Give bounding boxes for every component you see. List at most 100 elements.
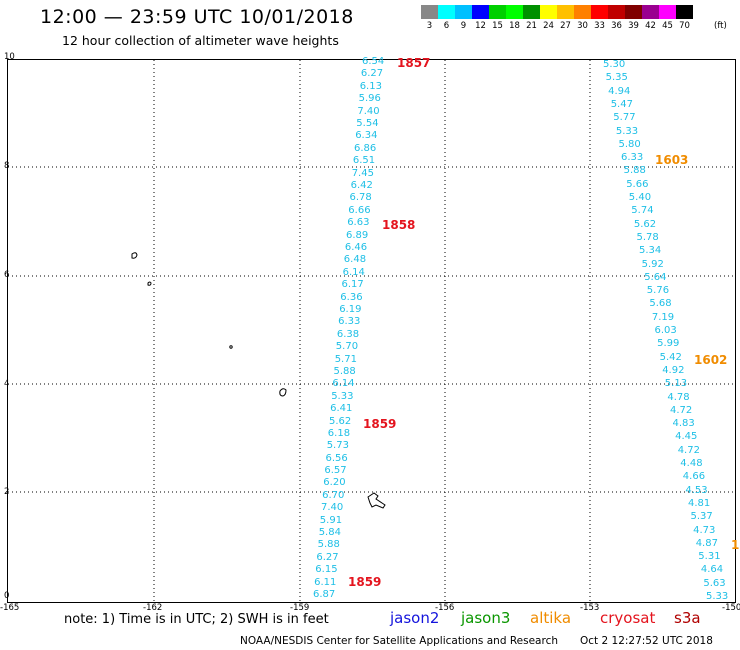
satellite-legend-cryosat: cryosat <box>600 609 656 627</box>
wave-height-value: 5.63 <box>703 577 726 589</box>
scale-swatch <box>574 5 591 19</box>
wave-height-value: 5.62 <box>633 218 657 230</box>
page-subtitle: 12 hour collection of altimeter wave hei… <box>62 33 339 48</box>
scale-swatch <box>591 5 608 19</box>
scale-swatch <box>421 5 438 19</box>
wave-height-value: 5.84 <box>318 527 341 538</box>
y-tick-4: 4 <box>4 379 10 389</box>
wave-height-value: 6.57 <box>324 465 347 476</box>
wave-height-value: 5.37 <box>690 511 713 523</box>
wave-height-value: 5.88 <box>317 539 340 551</box>
color-scale <box>421 5 693 19</box>
wave-height-value: 7.40 <box>357 105 380 117</box>
wave-height-value: 5.66 <box>626 178 649 190</box>
satellite-legend-s3a: s3a <box>674 609 701 627</box>
scale-label: 70 <box>679 21 690 31</box>
wave-height-value: 4.53 <box>685 484 708 496</box>
wave-height-value: 6.86 <box>354 142 377 154</box>
wave-height-value: 6.33 <box>338 316 361 328</box>
x-tick-153w: -153 <box>580 603 600 613</box>
wave-height-value: 5.99 <box>657 338 680 350</box>
wave-height-value: 5.78 <box>636 231 659 243</box>
wave-height-value: 5.33 <box>331 390 354 402</box>
wave-height-value: 6.46 <box>344 241 368 253</box>
x-tick-156w: -156 <box>435 603 455 613</box>
wave-height-value: 6.70 <box>322 489 345 501</box>
wave-height-value: 5.88 <box>333 365 356 377</box>
wave-height-value: 6.14 <box>332 378 355 390</box>
scale-swatch <box>608 5 625 19</box>
pass-time-label: 1 <box>731 538 740 552</box>
wave-height-value: 5.34 <box>639 245 662 257</box>
y-tick-10: 10 <box>4 52 15 62</box>
wave-height-value: 6.17 <box>341 279 364 291</box>
wave-height-value: 6.63 <box>347 217 370 229</box>
page-title: 12:00 — 23:59 UTC 10/01/2018 <box>40 6 354 28</box>
wave-height-value: 4.66 <box>682 471 706 483</box>
scale-swatch <box>489 5 506 19</box>
wave-height-value: 4.45 <box>675 431 698 443</box>
scale-label: 18 <box>509 21 520 31</box>
pass-time-label: 1859 <box>363 417 397 431</box>
scale-label: 36 <box>611 21 622 31</box>
scale-label: 33 <box>594 21 605 31</box>
island-small <box>229 345 233 349</box>
scale-label: 27 <box>560 21 571 31</box>
y-tick-2: 2 <box>4 487 10 497</box>
wave-height-value: 5.33 <box>615 125 639 137</box>
wave-height-value: 5.31 <box>698 551 721 563</box>
generated-timestamp: Oct 2 12:27:52 UTC 2018 <box>580 635 713 647</box>
scale-label: 12 <box>475 21 486 31</box>
wave-height-value: 6.38 <box>336 328 360 340</box>
wave-height-value: 6.42 <box>350 180 373 191</box>
scale-label: 45 <box>662 21 673 31</box>
wave-height-value: 6.56 <box>325 452 348 464</box>
wave-height-value: 4.83 <box>672 418 695 430</box>
wave-height-value: 6.41 <box>330 403 353 415</box>
wave-height-value: 5.68 <box>649 298 672 310</box>
wave-height-value: 5.40 <box>628 192 652 203</box>
wave-height-value: 5.42 <box>659 351 682 363</box>
island-niihau <box>147 281 152 286</box>
wave-height-value: 6.11 <box>314 576 337 588</box>
wave-height-value: 4.72 <box>677 444 700 456</box>
island-outlines <box>131 252 386 509</box>
y-tick-0: 0 <box>4 591 10 601</box>
wave-height-value: 6.48 <box>343 254 367 266</box>
wave-height-value: 7.45 <box>351 167 374 179</box>
scale-swatch <box>438 5 455 19</box>
wave-height-value: 6.78 <box>349 192 372 204</box>
scale-swatch <box>455 5 472 19</box>
wave-height-value: 6.15 <box>315 564 338 576</box>
scale-label: 15 <box>492 21 503 31</box>
wave-height-value: 5.74 <box>631 205 654 217</box>
color-scale-labels: 3 6 9 12 15 18 21 24 27 30 33 36 39 42 45 70 <box>421 21 693 31</box>
scale-label: 21 <box>526 21 537 31</box>
wave-height-value: 6.89 <box>346 229 369 241</box>
wave-height-value: 6.51 <box>352 155 376 167</box>
wave-height-value: 6.18 <box>327 427 351 439</box>
wave-height-value: 7.19 <box>651 311 675 323</box>
wave-height-value: 6.13 <box>359 80 382 92</box>
scale-label: 39 <box>628 21 639 31</box>
wave-height-value: 6.34 <box>355 130 378 142</box>
wave-height-value: 5.88 <box>623 165 646 177</box>
wave-height-value: 5.91 <box>319 514 343 526</box>
wave-height-value: 5.62 <box>329 415 352 427</box>
wave-height-value: 4.48 <box>680 458 703 469</box>
satellite-legend-jason2: jason2 <box>390 609 440 627</box>
footer-note: note: 1) Time is in UTC; 2) SWH is in fe… <box>64 612 329 627</box>
wave-height-value: 7.40 <box>321 502 344 514</box>
x-tick-162w: -162 <box>143 603 163 613</box>
wave-height-value: 5.64 <box>644 271 667 283</box>
wave-height-value: 5.33 <box>706 591 729 602</box>
x-tick-165w: -165 <box>0 603 20 613</box>
scale-label: 24 <box>543 21 554 31</box>
satellite-legend-altika: altika <box>530 609 572 627</box>
island-kauai <box>131 252 138 259</box>
wave-height-value: 5.35 <box>605 72 628 84</box>
scale-swatch <box>523 5 540 19</box>
wave-height-value: 6.19 <box>339 303 362 315</box>
wave-height-value: 4.81 <box>688 497 711 509</box>
wave-height-value: 4.64 <box>700 564 724 576</box>
